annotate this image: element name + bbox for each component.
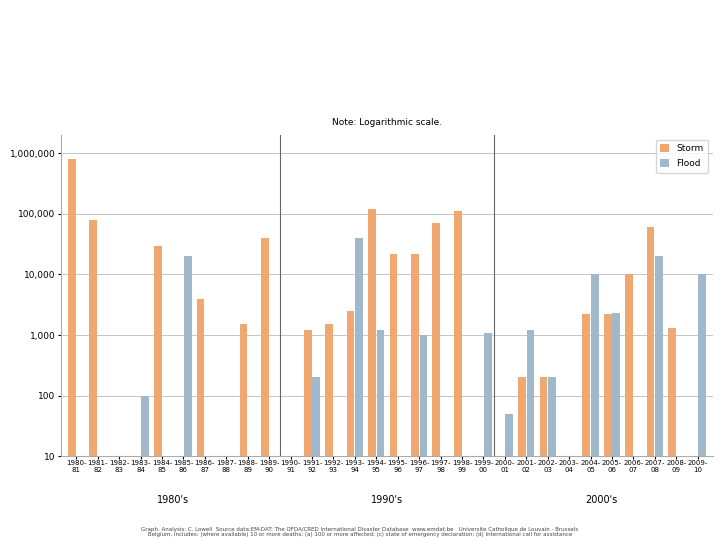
Bar	[377, 330, 384, 540]
Text: 1990's: 1990's	[371, 495, 403, 505]
Legend: Storm, Flood: Storm, Flood	[656, 139, 708, 173]
Bar	[89, 220, 97, 540]
Bar	[582, 314, 590, 540]
Bar	[184, 256, 192, 540]
Bar	[141, 396, 148, 540]
Text: Note: Logarithmic scale.: Note: Logarithmic scale.	[332, 118, 442, 127]
Bar	[411, 254, 419, 540]
Bar	[647, 227, 654, 540]
Bar	[548, 377, 556, 540]
Text: 1980's: 1980's	[156, 495, 189, 505]
Bar	[197, 299, 204, 540]
Bar	[591, 274, 599, 540]
Bar	[355, 238, 363, 540]
Bar	[304, 330, 312, 540]
Bar	[539, 377, 547, 540]
Bar	[154, 246, 161, 540]
Bar	[433, 223, 440, 540]
Bar	[240, 325, 247, 540]
Bar	[604, 314, 611, 540]
Text: Annual number of homeless by hydro-meteorological
disaster in the Caribbean,  19: Annual number of homeless by hydro-meteo…	[99, 40, 621, 84]
Bar	[668, 328, 676, 540]
Bar	[505, 414, 513, 540]
Bar	[518, 377, 526, 540]
Bar	[261, 238, 269, 540]
Bar	[325, 325, 333, 540]
Bar	[655, 256, 663, 540]
Bar	[626, 274, 633, 540]
Bar	[454, 211, 462, 540]
Bar	[68, 159, 76, 540]
Bar	[390, 254, 397, 540]
Bar	[347, 311, 354, 540]
Bar	[368, 209, 376, 540]
Text: 2000's: 2000's	[585, 495, 618, 505]
Text: Graph. Analysis: C. Lowell  Source data:EM-DAT: The OFDA/CRED International Disa: Graph. Analysis: C. Lowell Source data:E…	[141, 526, 579, 537]
Bar	[420, 335, 427, 540]
Bar	[527, 330, 534, 540]
Bar	[698, 274, 706, 540]
Bar	[613, 313, 620, 540]
Bar	[312, 377, 320, 540]
Bar	[484, 333, 492, 540]
